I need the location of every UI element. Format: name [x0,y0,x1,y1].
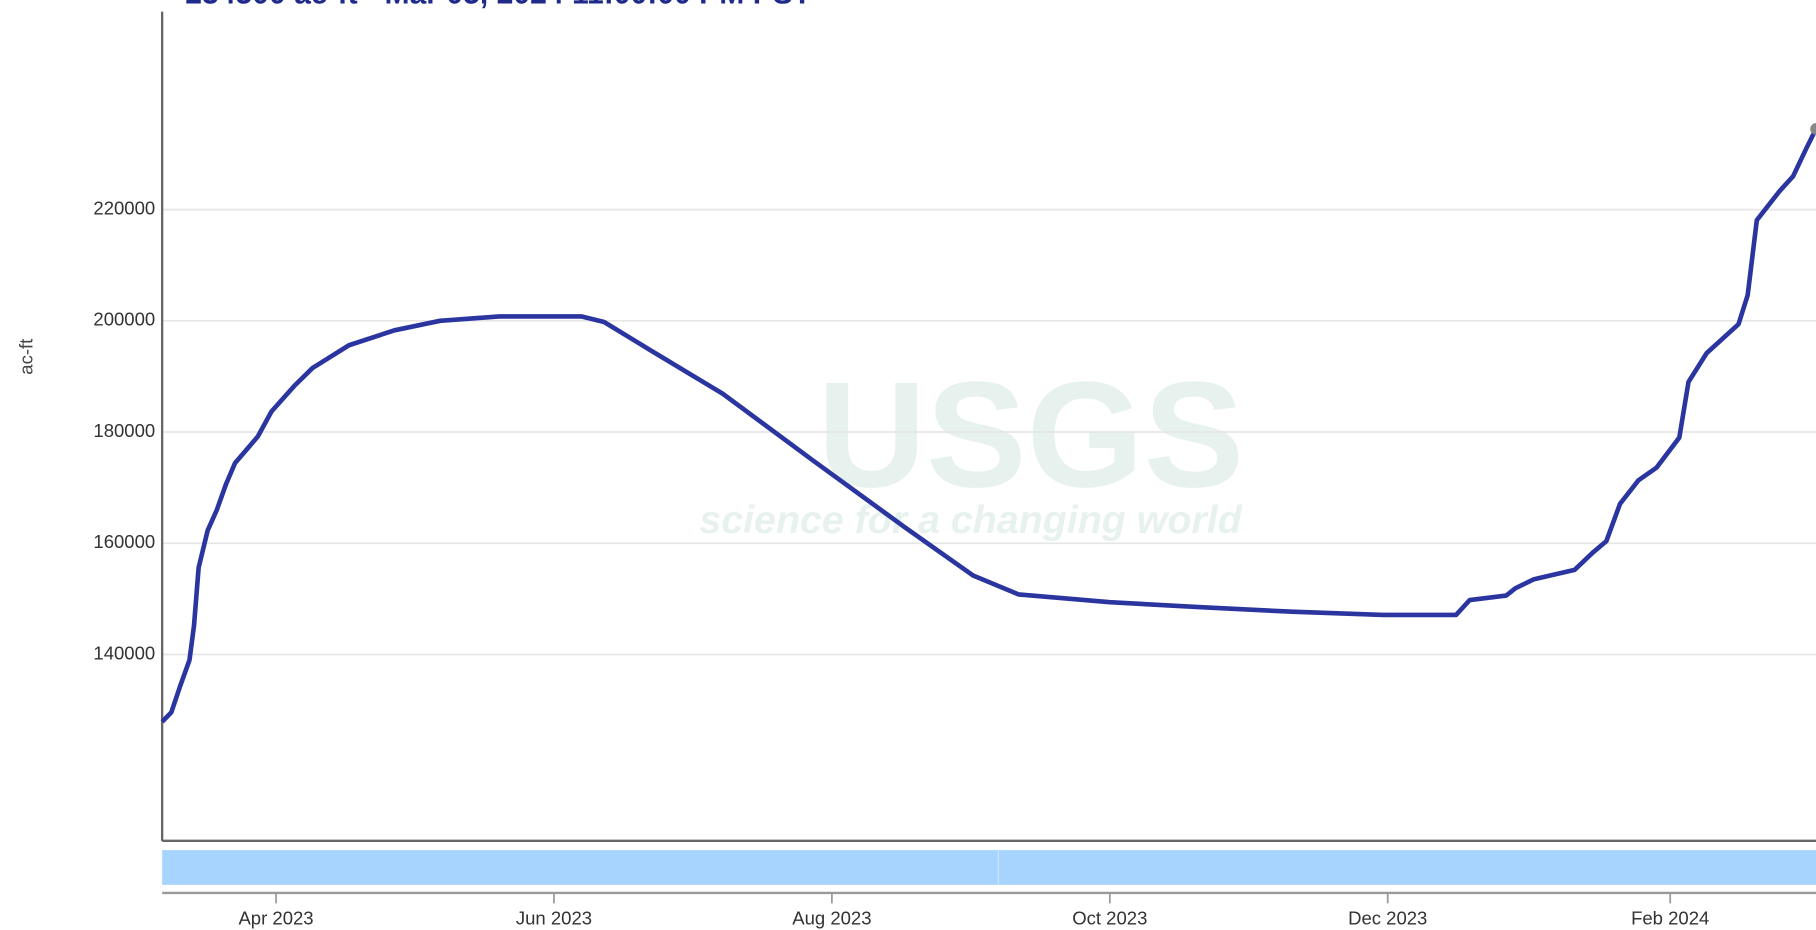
x-tick-label: Feb 2024 [1631,907,1709,928]
x-tick-label: Oct 2023 [1072,907,1147,928]
watermark-logo: USGS [817,350,1244,518]
hover-marker [1810,123,1816,135]
x-tick-label: Jun 2023 [516,907,592,928]
chart-title: 234500 ac-ft - Mar 05, 2024 11:00:00 PM … [185,0,812,10]
y-tick-label: 200000 [93,309,155,330]
navigator[interactable] [162,850,1816,885]
y-tick-label: 220000 [93,197,155,218]
x-tick-label: Apr 2023 [238,907,313,928]
y-axis-label: ac-ft [15,338,36,375]
y-tick-label: 140000 [93,642,155,663]
y-tick-label: 160000 [93,531,155,552]
data-line [160,127,1816,724]
watermark-tagline: science for a changing world [699,498,1242,542]
x-tick-label: Aug 2023 [792,907,871,928]
watermark: USGS science for a changing world [699,350,1244,541]
x-tick-label: Dec 2023 [1348,907,1427,928]
y-tick-label: 180000 [93,420,155,441]
